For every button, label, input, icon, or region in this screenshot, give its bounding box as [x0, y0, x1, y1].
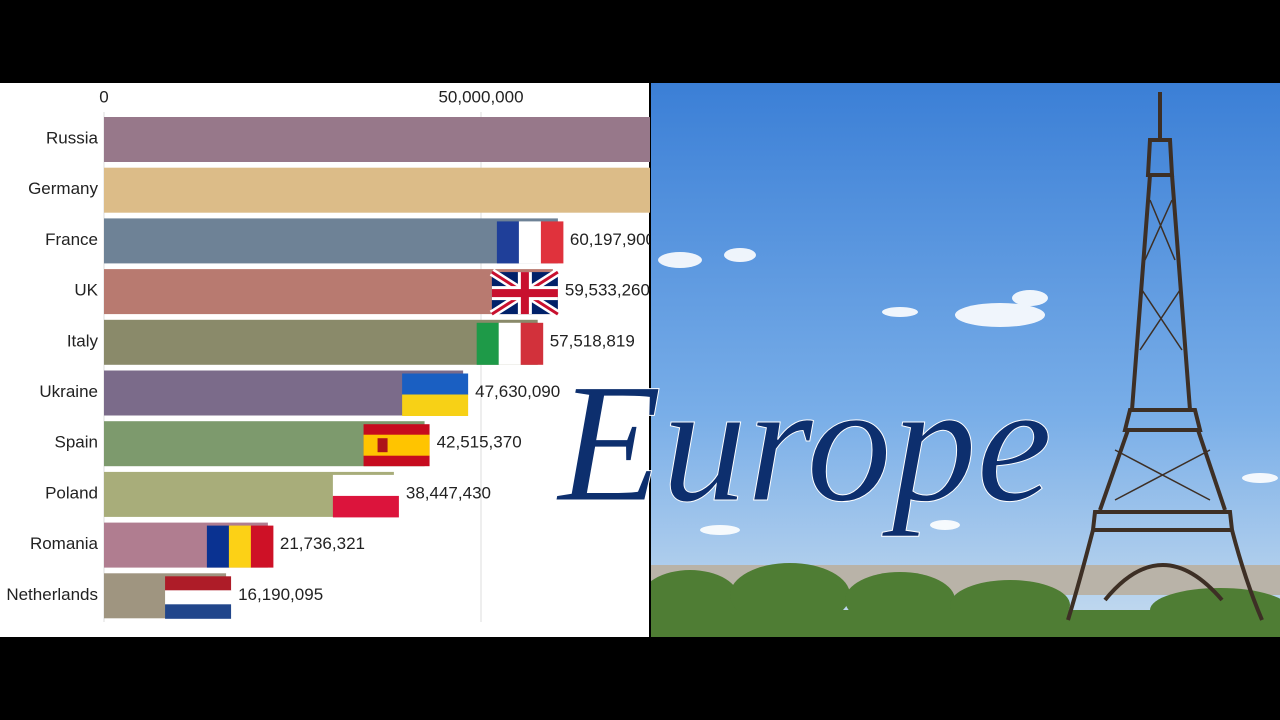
- x-tick-label: 50,000,000: [438, 87, 523, 106]
- flag-part: [377, 438, 388, 453]
- flag-part: [520, 322, 544, 365]
- value-label: 38,447,430: [406, 483, 491, 502]
- flag-part: [540, 221, 564, 264]
- flag: [206, 525, 274, 568]
- bar: [104, 269, 553, 315]
- category-label: Romania: [30, 534, 99, 553]
- eiffel-tower: [1066, 92, 1264, 621]
- value-label: 57,518,819: [550, 331, 635, 350]
- flag: [363, 424, 430, 467]
- x-tick-label: 0: [99, 87, 108, 106]
- bar: [104, 218, 558, 264]
- category-label: Spain: [55, 433, 98, 452]
- flag-part: [165, 590, 232, 605]
- flag-part: [363, 434, 430, 456]
- trees: [650, 563, 1280, 637]
- bar: [104, 319, 538, 365]
- flag-part: [228, 525, 252, 568]
- flag-part: [250, 525, 274, 568]
- value-label: 21,736,321: [280, 534, 365, 553]
- bar: [104, 167, 650, 213]
- category-label: Netherlands: [6, 585, 98, 604]
- photo: [650, 83, 1280, 637]
- category-label: France: [45, 230, 98, 249]
- flag: [489, 268, 561, 318]
- flag-part: [165, 604, 232, 619]
- flag: [332, 474, 399, 518]
- category-label: Italy: [67, 331, 99, 350]
- value-label: 59,533,260: [565, 281, 650, 300]
- category-label: Russia: [46, 128, 99, 147]
- flag-part: [498, 322, 522, 365]
- overlay-title: Europe: [556, 349, 1052, 537]
- category-label: Germany: [28, 179, 98, 198]
- flag: [402, 373, 469, 416]
- value-label: 42,515,370: [437, 433, 522, 452]
- chart: 0 50,000,000 Russia Germany France 60,197,900…: [6, 87, 655, 622]
- flag-part: [332, 474, 399, 497]
- category-label: Poland: [45, 483, 98, 502]
- bar: [104, 117, 650, 162]
- flag-part: [520, 272, 529, 315]
- flag-part: [402, 394, 469, 416]
- flag: [476, 322, 544, 365]
- clouds: [658, 248, 1278, 535]
- category-label: Ukraine: [39, 382, 98, 401]
- flag-part: [206, 525, 230, 568]
- value-label: 60,197,900: [570, 230, 655, 249]
- flag-part: [496, 221, 520, 264]
- flag: [165, 576, 232, 619]
- value-label: 47,630,090: [475, 382, 560, 401]
- sky: [650, 83, 1280, 637]
- flag-part: [476, 322, 500, 365]
- category-label: UK: [74, 281, 98, 300]
- value-label: 16,190,095: [238, 585, 323, 604]
- flag-part: [332, 495, 399, 518]
- flag-part: [402, 373, 469, 395]
- flag-part: [518, 221, 542, 264]
- flag-part: [165, 576, 232, 591]
- flag: [496, 221, 564, 264]
